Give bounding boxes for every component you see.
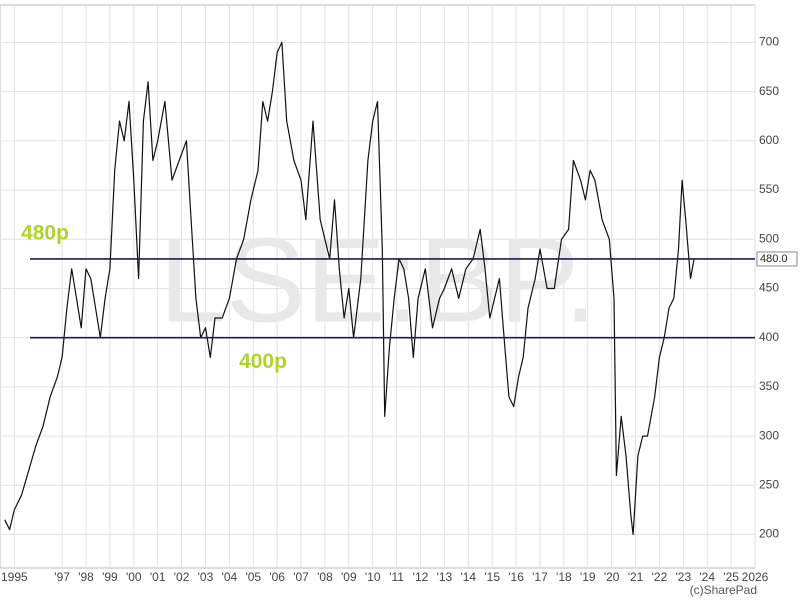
- x-tick-label: '21: [628, 570, 644, 584]
- y-tick-label: 500: [759, 231, 779, 245]
- x-tick-label: '13: [437, 570, 453, 584]
- x-tick-label: '11: [389, 570, 404, 584]
- x-tick-label: '10: [365, 570, 381, 584]
- x-tick-label: '00: [126, 570, 142, 584]
- x-tick-label: '25: [723, 570, 739, 584]
- x-tick-label: '02: [174, 570, 190, 584]
- y-tick-label: 600: [759, 133, 779, 147]
- x-tick-label: '98: [78, 570, 94, 584]
- x-tick-label: '19: [580, 570, 596, 584]
- x-tick-label: '97: [54, 570, 70, 584]
- y-tick-label: 250: [759, 477, 779, 491]
- x-tick-label: '22: [652, 570, 668, 584]
- y-tick-label: 650: [759, 84, 779, 98]
- x-tick-label: '23: [676, 570, 692, 584]
- x-tick-label: '99: [102, 570, 118, 584]
- x-tick-label: 1995: [1, 570, 28, 584]
- x-tick-label: 2026: [742, 570, 769, 584]
- price-line: [4, 41, 695, 536]
- x-tick-label: '05: [245, 570, 261, 584]
- watermark: LSE:BP.: [159, 214, 597, 348]
- y-tick-label: 300: [759, 428, 779, 442]
- x-tick-label: '20: [604, 570, 620, 584]
- price-tag: [756, 251, 798, 267]
- y-tick-label: 700: [759, 35, 779, 49]
- x-tick-label: '09: [341, 570, 357, 584]
- reference-label: 480p: [21, 221, 69, 244]
- x-tick-label: '15: [484, 570, 500, 584]
- credit: (c)SharePad: [690, 583, 757, 597]
- y-tick-label: 400: [759, 330, 779, 344]
- price-tag-label: 480.0: [760, 253, 788, 265]
- x-tick-label: '03: [198, 570, 214, 584]
- x-tick-label: '06: [269, 570, 285, 584]
- x-tick-label: '14: [460, 570, 476, 584]
- y-tick-label: 350: [759, 379, 779, 393]
- y-tick-label: 550: [759, 182, 779, 196]
- x-tick-label: '08: [317, 570, 333, 584]
- x-tick-label: '16: [508, 570, 524, 584]
- reference-label: 400p: [239, 350, 287, 373]
- y-tick-label: 200: [759, 527, 779, 541]
- x-tick-label: '07: [293, 570, 309, 584]
- x-tick-label: '12: [413, 570, 429, 584]
- x-tick-label: '04: [222, 570, 238, 584]
- plot-area: [0, 4, 756, 569]
- x-tick-label: '18: [556, 570, 572, 584]
- x-tick-label: '17: [532, 570, 548, 584]
- x-tick-label: '01: [150, 570, 166, 584]
- y-tick-label: 450: [759, 281, 779, 295]
- x-tick-label: '24: [699, 570, 715, 584]
